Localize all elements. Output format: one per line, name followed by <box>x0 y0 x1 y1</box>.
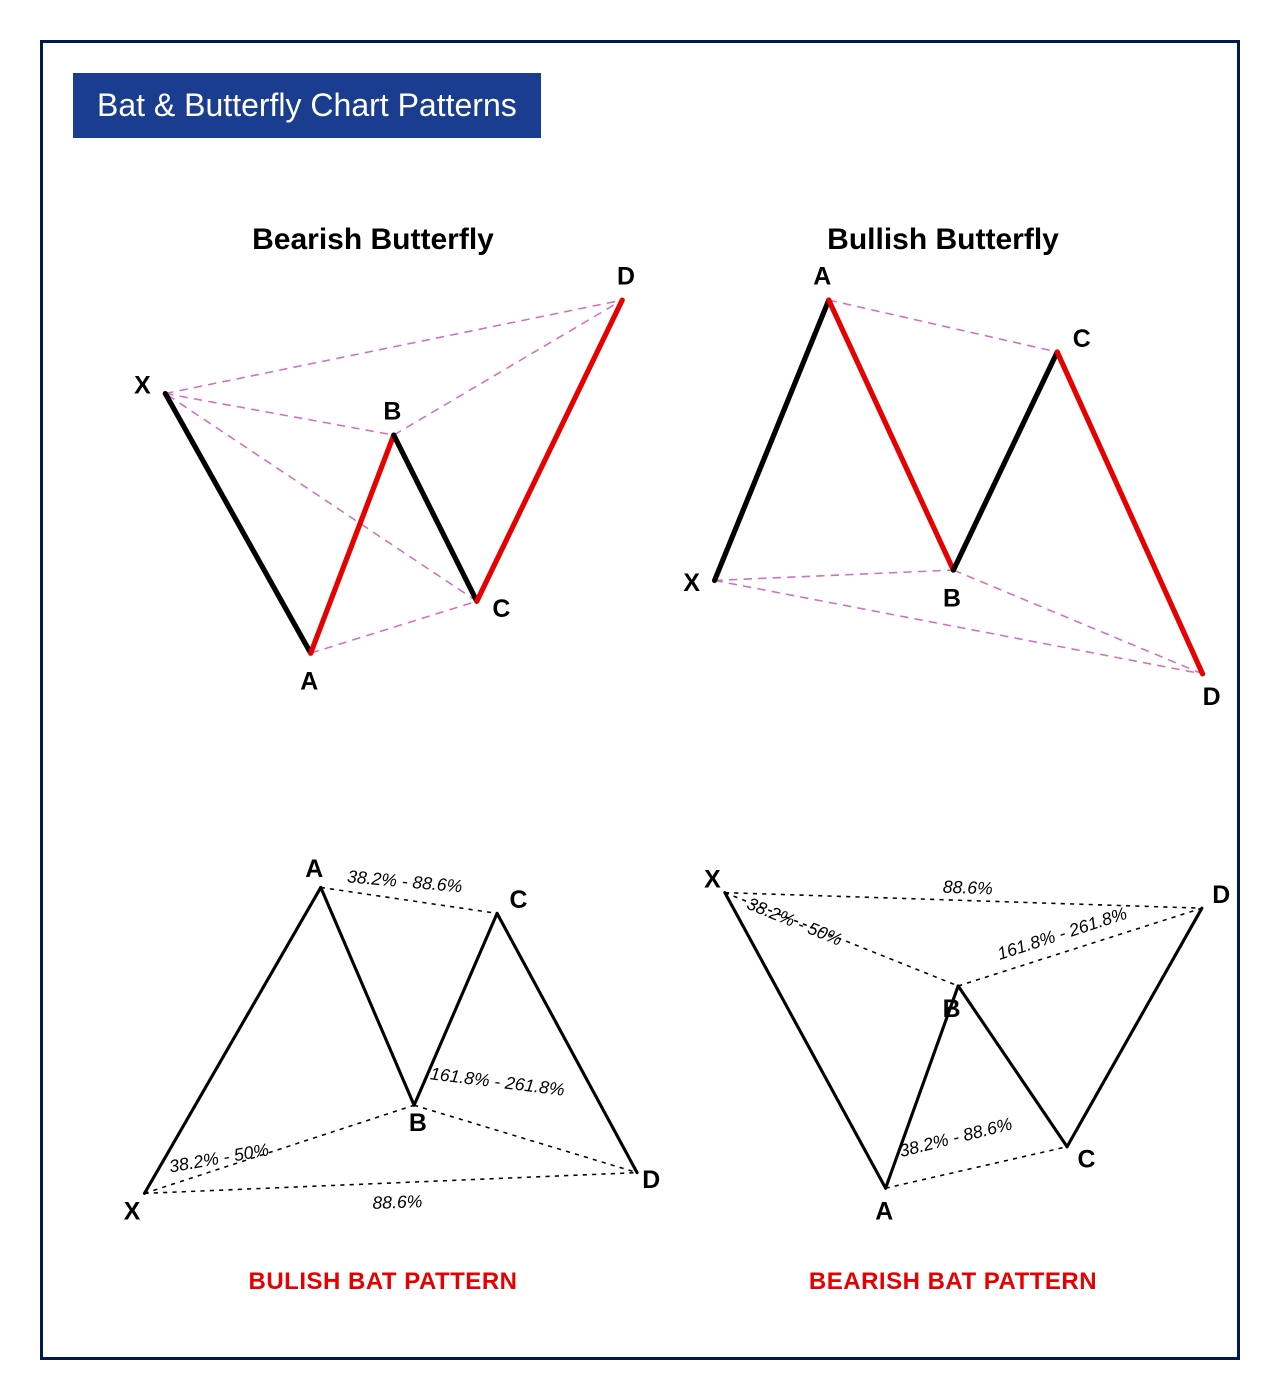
panel-bullish_bat: X A B C D 38.2% - 50% 38.2% - 88.6% 161.8% - 26… <box>103 833 663 1313</box>
pattern-svg: X A B C D 38.2% - 50% 38.2% - 88.6% 161.8% - 26… <box>103 833 663 1253</box>
point-label-D: D <box>1203 683 1221 711</box>
dashed-AC <box>829 300 1057 352</box>
segment-BC <box>953 352 1057 570</box>
point-label-A: A <box>875 1197 893 1225</box>
ratio-label-0: 38.2% - 50% <box>744 893 845 949</box>
segment-CD <box>1057 352 1202 674</box>
dashed-BD <box>414 1105 637 1172</box>
segment-AB <box>321 887 414 1105</box>
point-label-A: A <box>813 263 831 291</box>
point-label-A: A <box>305 855 323 883</box>
ratio-label-3: 38.2% - 88.6% <box>897 1114 1014 1161</box>
point-label-D: D <box>617 263 635 291</box>
panel-bearish_bat: X A B C D 38.2% - 50% 88.6%161.8% - 261.8% 38.2… <box>673 833 1233 1313</box>
segment-XA <box>725 893 886 1189</box>
point-label-C: C <box>510 886 528 914</box>
panel-bullish_butterfly: Bullish ButterflyXABCD <box>673 223 1213 743</box>
point-label-X: X <box>124 1197 141 1225</box>
pattern-svg: XABCD <box>673 257 1213 717</box>
panel-title: BEARISH BAT PATTERN <box>673 1268 1233 1296</box>
point-label-D: D <box>642 1166 660 1194</box>
panel-title: BULISH BAT PATTERN <box>103 1268 663 1296</box>
dashed-AC <box>311 601 477 653</box>
panel-title: Bearish Butterfly <box>103 223 643 257</box>
segment-CD <box>497 913 637 1172</box>
point-label-C: C <box>1073 325 1091 353</box>
dashed-CX <box>165 394 477 602</box>
point-label-X: X <box>683 569 700 597</box>
ratio-label-0: 38.2% - 50% <box>168 1139 271 1176</box>
dashed-XB <box>165 394 393 436</box>
point-label-A: A <box>300 668 318 696</box>
segment-AB <box>829 300 954 570</box>
point-label-C: C <box>492 595 510 623</box>
point-label-X: X <box>134 372 151 400</box>
segment-AB <box>311 435 394 653</box>
ratio-label-2: 161.8% - 261.8% <box>995 903 1130 964</box>
point-label-B: B <box>943 995 961 1023</box>
point-label-B: B <box>383 398 401 426</box>
dashed-XD <box>165 300 622 393</box>
point-label-B: B <box>943 584 961 612</box>
pattern-svg: X A B C D <box>103 257 643 717</box>
page-title-badge: Bat & Butterfly Chart Patterns <box>73 73 541 138</box>
point-label-B: B <box>409 1109 427 1137</box>
dashed-XD <box>144 1173 637 1194</box>
page-frame: Bat & Butterfly Chart Patterns Bearish B… <box>40 40 1240 1360</box>
dashed-XB <box>144 1105 414 1193</box>
pattern-svg: X A B C D 38.2% - 50% 88.6%161.8% - 261.8% 38.2… <box>673 833 1233 1253</box>
page-title: Bat & Butterfly Chart Patterns <box>97 87 517 123</box>
panel-title: Bullish Butterfly <box>673 223 1213 257</box>
dashed-XB <box>715 570 954 580</box>
segment-XA <box>165 394 310 654</box>
segment-XA <box>715 300 829 580</box>
ratio-label-3: 88.6% <box>372 1191 423 1213</box>
point-label-C: C <box>1077 1145 1095 1173</box>
segment-CD <box>477 300 622 601</box>
segment-BC <box>394 435 477 601</box>
ratio-label-1: 38.2% - 88.6% <box>346 866 463 896</box>
ratio-label-2: 161.8% - 261.8% <box>429 1063 566 1099</box>
point-label-D: D <box>1212 881 1230 909</box>
ratio-label-1: 88.6% <box>942 877 993 899</box>
segment-CD <box>1067 908 1202 1147</box>
panel-bearish_butterfly: Bearish Butterfly X A B C D <box>103 223 643 743</box>
point-label-X: X <box>704 865 721 893</box>
